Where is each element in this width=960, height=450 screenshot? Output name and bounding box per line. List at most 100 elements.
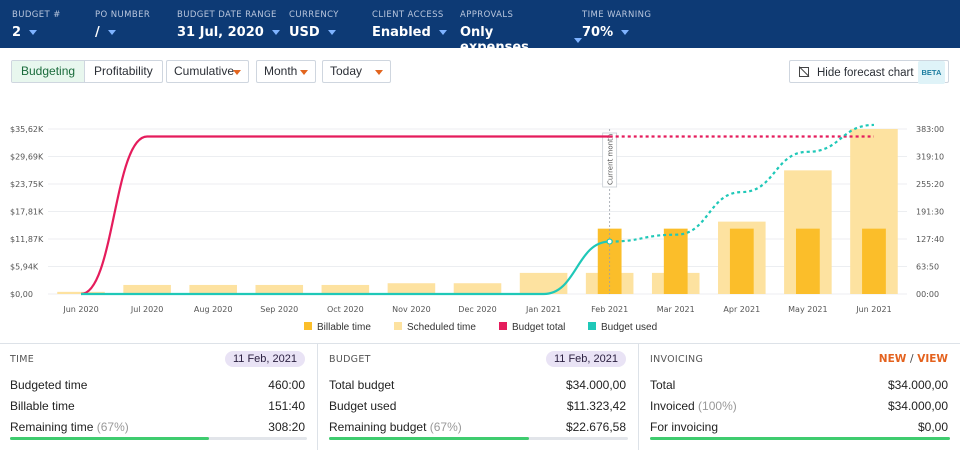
client-access-field[interactable]: CLIENT ACCESS Enabled xyxy=(372,0,460,48)
row-value: 460:00 xyxy=(268,377,305,392)
left-tick-label: $5,94K xyxy=(10,263,39,272)
time-warning-field[interactable]: TIME WARNING 70% xyxy=(582,0,682,48)
list-item: Total $34.000,00 xyxy=(650,374,960,395)
client-access-label: CLIENT ACCESS xyxy=(372,10,444,20)
budget-used-point xyxy=(606,238,613,245)
scheduled-time-bar xyxy=(255,284,304,294)
chart-toolbar: Budgeting Profitability Cumulative Month… xyxy=(11,60,949,84)
period-select-value: Month xyxy=(264,64,298,78)
budget-number-field[interactable]: BUDGET # 2 xyxy=(12,0,95,48)
list-item: Budgeted time 460:00 xyxy=(10,374,317,395)
currency-field[interactable]: CURRENCY USD xyxy=(289,0,372,48)
chart-off-icon xyxy=(799,67,809,77)
right-tick-label: 319:10 xyxy=(916,153,944,162)
invoicing-progress-fill xyxy=(650,437,950,440)
row-label: Remaining budget xyxy=(329,419,427,434)
x-tick-label: Jun 2021 xyxy=(855,305,891,314)
billable-time-bar xyxy=(795,228,820,294)
row-label: Total budget xyxy=(329,377,395,392)
chevron-down-icon xyxy=(438,30,447,35)
chart-bars xyxy=(57,129,898,294)
chevron-down-icon xyxy=(300,70,308,75)
view-toggle: Budgeting Profitability xyxy=(11,60,163,83)
summary-panels: TIME 11 Feb, 2021 Budgeted time 460:00 Bi… xyxy=(0,343,960,450)
right-tick-label: 255:20 xyxy=(916,180,944,189)
billable-time-bar xyxy=(729,228,754,294)
po-number-value: / xyxy=(95,25,100,40)
chevron-down-icon xyxy=(574,37,582,43)
list-item: Remaining time (67%) 308:20 xyxy=(10,416,317,437)
billable-time-bar xyxy=(663,228,688,294)
current-month-label: Current month xyxy=(607,134,615,185)
time-warning-value: 70% xyxy=(582,25,614,40)
budget-total-line xyxy=(80,135,610,296)
budget-number-label: BUDGET # xyxy=(12,10,61,20)
invoicing-panel: INVOICING NEW / VIEW Total $34.000,00 Inv… xyxy=(640,344,960,450)
list-item: Total budget $34.000,00 xyxy=(329,374,638,395)
time-warning-label: TIME WARNING xyxy=(582,10,652,20)
x-tick-label: Jul 2020 xyxy=(130,305,164,314)
po-number-field[interactable]: PO NUMBER / xyxy=(95,0,177,48)
tab-budgeting[interactable]: Budgeting xyxy=(12,61,86,82)
list-item: Budget used $11.323,42 xyxy=(329,395,638,416)
x-tick-label: Jun 2020 xyxy=(62,305,98,314)
left-tick-label: $29,69K xyxy=(10,153,44,162)
row-percent: (67%) xyxy=(96,419,129,434)
budget-date-range-field[interactable]: BUDGET DATE RANGE 31 Jul, 2020 xyxy=(177,0,289,48)
row-label: Invoiced xyxy=(650,398,695,413)
new-invoice-link[interactable]: NEW xyxy=(878,353,907,365)
right-tick-label: 127:40 xyxy=(916,235,944,244)
left-tick-label: $35,62K xyxy=(10,125,44,134)
approvals-field[interactable]: APPROVALS Only expenses xyxy=(460,0,582,55)
chevron-down-icon xyxy=(375,70,383,75)
legend-swatch xyxy=(304,322,312,330)
chevron-down-icon xyxy=(327,30,336,35)
x-tick-label: Apr 2021 xyxy=(723,305,760,314)
tab-profitability[interactable]: Profitability xyxy=(94,64,153,78)
legend-label: Budget used xyxy=(601,322,657,333)
x-tick-label: Sep 2020 xyxy=(260,305,298,314)
chevron-down-icon xyxy=(107,30,116,35)
x-tick-label: Feb 2021 xyxy=(591,305,628,314)
legend-label: Budget total xyxy=(512,322,565,333)
po-number-label: PO NUMBER xyxy=(95,10,151,20)
row-value: $34.000,00 xyxy=(565,377,626,392)
invoicing-panel-title: INVOICING xyxy=(650,353,704,365)
row-value: $0,00 xyxy=(917,419,948,434)
budget-used-line xyxy=(81,240,610,296)
row-label: Remaining time xyxy=(10,419,94,434)
view-invoices-link[interactable]: VIEW xyxy=(917,353,948,365)
row-percent: (67%) xyxy=(429,419,462,434)
right-tick-label: 383:00 xyxy=(916,125,944,134)
anchor-select[interactable]: Today xyxy=(322,60,391,83)
chevron-down-icon xyxy=(271,30,280,35)
scheduled-time-bar xyxy=(387,283,436,294)
row-value: $11.323,42 xyxy=(566,398,626,413)
beta-badge: BETA xyxy=(917,61,946,84)
x-tick-label: Nov 2020 xyxy=(392,305,431,314)
x-tick-label: Jan 2021 xyxy=(525,305,561,314)
budget-date-chip[interactable]: 11 Feb, 2021 xyxy=(545,351,626,367)
left-tick-label: $0,00 xyxy=(10,290,33,299)
budget-panel-title: BUDGET xyxy=(329,353,371,365)
x-tick-label: Dec 2020 xyxy=(458,305,496,314)
legend-swatch xyxy=(394,322,402,330)
legend-swatch xyxy=(499,322,507,330)
hide-forecast-label: Hide forecast chart xyxy=(817,67,914,79)
row-label: Budget used xyxy=(329,398,397,413)
budget-panel: BUDGET 11 Feb, 2021 Total budget $34.000,… xyxy=(319,344,639,450)
currency-value: USD xyxy=(289,25,320,40)
period-select[interactable]: Month xyxy=(256,60,316,83)
chart-legend: Billable time Scheduled time Budget total B… xyxy=(304,322,657,333)
hide-forecast-button[interactable]: Hide forecast chart BETA xyxy=(789,60,949,84)
row-percent: (100%) xyxy=(698,398,737,413)
budget-chart: Current month $0,00 00:00 $5,94K 63:50 $11,8… xyxy=(10,123,944,333)
row-label: Billable time xyxy=(10,398,75,413)
row-value: $22.676,58 xyxy=(565,419,626,434)
mode-select[interactable]: Cumulative xyxy=(166,60,249,83)
mode-select-value: Cumulative xyxy=(174,64,235,78)
row-value: $34.000,00 xyxy=(887,398,948,413)
chart-ticks: $0,00 00:00 $5,94K 63:50 $11,87K 127:40 $17,81… xyxy=(10,125,944,314)
time-date-chip[interactable]: 11 Feb, 2021 xyxy=(224,351,305,367)
list-item: Billable time 151:40 xyxy=(10,395,317,416)
